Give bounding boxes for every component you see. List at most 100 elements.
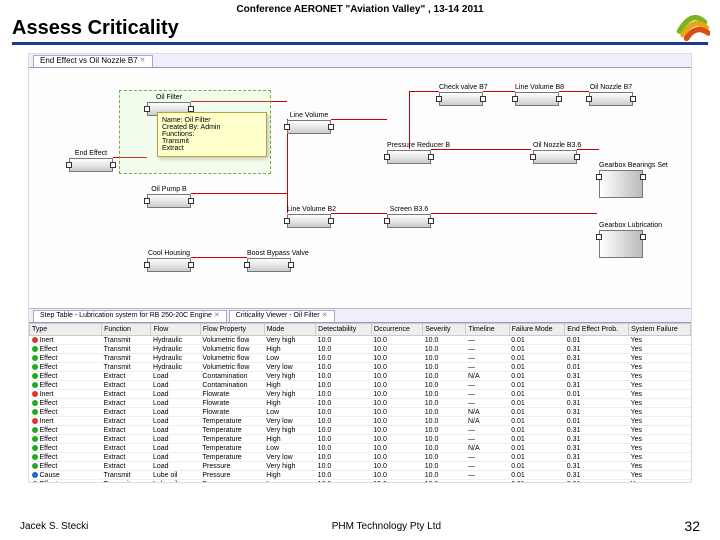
table-row[interactable]: EffectExtractLoadTemperatureVery low10.0… <box>30 453 691 462</box>
table-row[interactable]: EffectExtractLoadTemperatureVery high10.… <box>30 426 691 435</box>
close-icon[interactable]: ✕ <box>322 310 328 322</box>
table-row[interactable]: EffectExtractLoadTemperatureHigh10.010.0… <box>30 435 691 444</box>
wire <box>409 91 410 149</box>
column-header[interactable]: Timeline <box>466 324 509 336</box>
table-row[interactable]: EffectTransmitLube oilPressureLow10.010.… <box>30 480 691 484</box>
type-dot-icon <box>32 418 38 424</box>
node-box[interactable] <box>589 92 633 106</box>
table-cell: Extract <box>102 408 151 417</box>
table-row[interactable]: EffectTransmitHydraulicVolumetric flowLo… <box>30 354 691 363</box>
table-cell: — <box>466 471 509 480</box>
node-box[interactable] <box>287 120 331 134</box>
node-boost-bypass[interactable]: Boost Bypass Valve <box>247 250 309 272</box>
table-cell: 0.01 <box>509 381 565 390</box>
table-cell: Yes <box>629 381 691 390</box>
node-box[interactable] <box>69 158 113 172</box>
node-oil-pump-b[interactable]: Oil Pump B <box>147 186 191 208</box>
table-cell: 10.0 <box>423 480 466 484</box>
node-box[interactable] <box>387 150 431 164</box>
node-box[interactable] <box>147 194 191 208</box>
table-cell: 10.0 <box>371 462 422 471</box>
close-icon[interactable]: ✕ <box>140 55 146 67</box>
table-cell: Effect <box>30 462 102 471</box>
grid-tab-1[interactable]: Step Table - Lubrication system for RB 2… <box>33 310 227 322</box>
diagram-tab[interactable]: End Effect vs Oil Nozzle B7 ✕ <box>33 55 153 67</box>
table-cell: Effect <box>30 444 102 453</box>
node-line-vol-b8[interactable]: Line Volume B8 <box>515 84 564 106</box>
node-box[interactable] <box>287 214 331 228</box>
column-header[interactable]: Flow <box>151 324 200 336</box>
diagram-tab-label: End Effect vs Oil Nozzle B7 <box>40 55 138 67</box>
type-dot-icon <box>32 391 38 397</box>
close-icon[interactable]: ✕ <box>214 310 220 322</box>
table-cell: Very high <box>264 372 315 381</box>
column-header[interactable]: Mode <box>264 324 315 336</box>
column-header[interactable]: System Failure <box>629 324 691 336</box>
node-screen-b3[interactable]: Screen B3.6 <box>387 206 431 228</box>
node-oil-nozzle-b36[interactable]: Oil Nozzle B3.6 <box>533 142 581 164</box>
table-cell: 10.0 <box>371 426 422 435</box>
node-tooltip: Name: Oil Filter Created By: Admin Funct… <box>157 112 267 157</box>
table-row[interactable]: EffectExtractLoadTemperatureLow10.010.01… <box>30 444 691 453</box>
table-row[interactable]: EffectTransmitHydraulicVolumetric flowHi… <box>30 345 691 354</box>
table-cell: — <box>466 399 509 408</box>
node-box[interactable] <box>147 258 191 272</box>
table-cell: Volumetric flow <box>200 363 264 372</box>
table-row[interactable]: InertExtractLoadFlowrateVery high10.010.… <box>30 390 691 399</box>
table-row[interactable]: EffectExtractLoadPressureVery high10.010… <box>30 462 691 471</box>
table-cell: 0.01 <box>509 336 565 345</box>
column-header[interactable]: Detectability <box>316 324 372 336</box>
node-box[interactable] <box>599 230 643 258</box>
node-line-volume[interactable]: Line Volume <box>287 112 331 134</box>
node-label: Gearbox Lubrication <box>599 222 662 229</box>
table-cell: 10.0 <box>316 408 372 417</box>
node-box[interactable] <box>247 258 291 272</box>
node-line-volume-b2[interactable]: Line Volume B2 <box>287 206 336 228</box>
criticality-table[interactable]: TypeFunctionFlowFlow PropertyModeDetecta… <box>29 323 691 483</box>
column-header[interactable]: Flow Property <box>200 324 264 336</box>
tooltip-line: Functions: <box>162 131 262 138</box>
table-cell: Effect <box>30 435 102 444</box>
grid-tab-2[interactable]: Criticality Viewer - Oil Filter ✕ <box>229 310 335 322</box>
table-cell: Extract <box>102 399 151 408</box>
conference-line: Conference AERONET "Aviation Valley" , 1… <box>12 4 708 15</box>
node-box[interactable] <box>515 92 559 106</box>
table-row[interactable]: EffectExtractLoadContaminationVery high1… <box>30 372 691 381</box>
node-box[interactable] <box>599 170 643 198</box>
node-gearbox-bearings[interactable]: Gearbox Bearings Set <box>599 162 668 198</box>
table-cell: Hydraulic <box>151 363 200 372</box>
node-gearbox-lub[interactable]: Gearbox Lubrication <box>599 222 662 258</box>
table-cell: — <box>466 345 509 354</box>
node-oil-nozzle-b7[interactable]: Oil Nozzle B7 <box>589 84 633 106</box>
table-cell: 0.01 <box>565 336 629 345</box>
node-end-effect[interactable]: End Effect <box>69 150 113 172</box>
node-box[interactable] <box>533 150 577 164</box>
node-box[interactable] <box>439 92 483 106</box>
table-row[interactable]: CauseTransmitLube oilPressureHigh10.010.… <box>30 471 691 480</box>
table-row[interactable]: InertTransmitHydraulicVolumetric flowVer… <box>30 336 691 345</box>
node-box[interactable] <box>387 214 431 228</box>
table-cell: Yes <box>629 471 691 480</box>
column-header[interactable]: Type <box>30 324 102 336</box>
node-cool-housing[interactable]: Cool Housing <box>147 250 191 272</box>
table-cell: Hydraulic <box>151 354 200 363</box>
table-row[interactable]: InertExtractLoadTemperatureVery low10.01… <box>30 417 691 426</box>
table-row[interactable]: EffectExtractLoadFlowrateLow10.010.010.0… <box>30 408 691 417</box>
table-cell: — <box>466 390 509 399</box>
table-cell: Effect <box>30 372 102 381</box>
column-header[interactable]: End Effect Prob. <box>565 324 629 336</box>
column-header[interactable]: Severity <box>423 324 466 336</box>
table-cell: Load <box>151 372 200 381</box>
table-cell: 10.0 <box>371 381 422 390</box>
diagram-pane[interactable]: End Effect vs Oil Nozzle B7 ✕ Oil Filter… <box>29 54 691 309</box>
node-press-reducer[interactable]: Pressure Reducer B <box>387 142 450 164</box>
grid-tab-label: Criticality Viewer - Oil Filter <box>236 310 320 322</box>
table-cell: 0.01 <box>509 471 565 480</box>
node-check-valve[interactable]: Check valve B7 <box>439 84 488 106</box>
column-header[interactable]: Failure Mode <box>509 324 565 336</box>
table-row[interactable]: EffectExtractLoadFlowrateHigh10.010.010.… <box>30 399 691 408</box>
table-row[interactable]: EffectExtractLoadContaminationHigh10.010… <box>30 381 691 390</box>
column-header[interactable]: Function <box>102 324 151 336</box>
column-header[interactable]: Occurrence <box>371 324 422 336</box>
table-row[interactable]: EffectTransmitHydraulicVolumetric flowVe… <box>30 363 691 372</box>
